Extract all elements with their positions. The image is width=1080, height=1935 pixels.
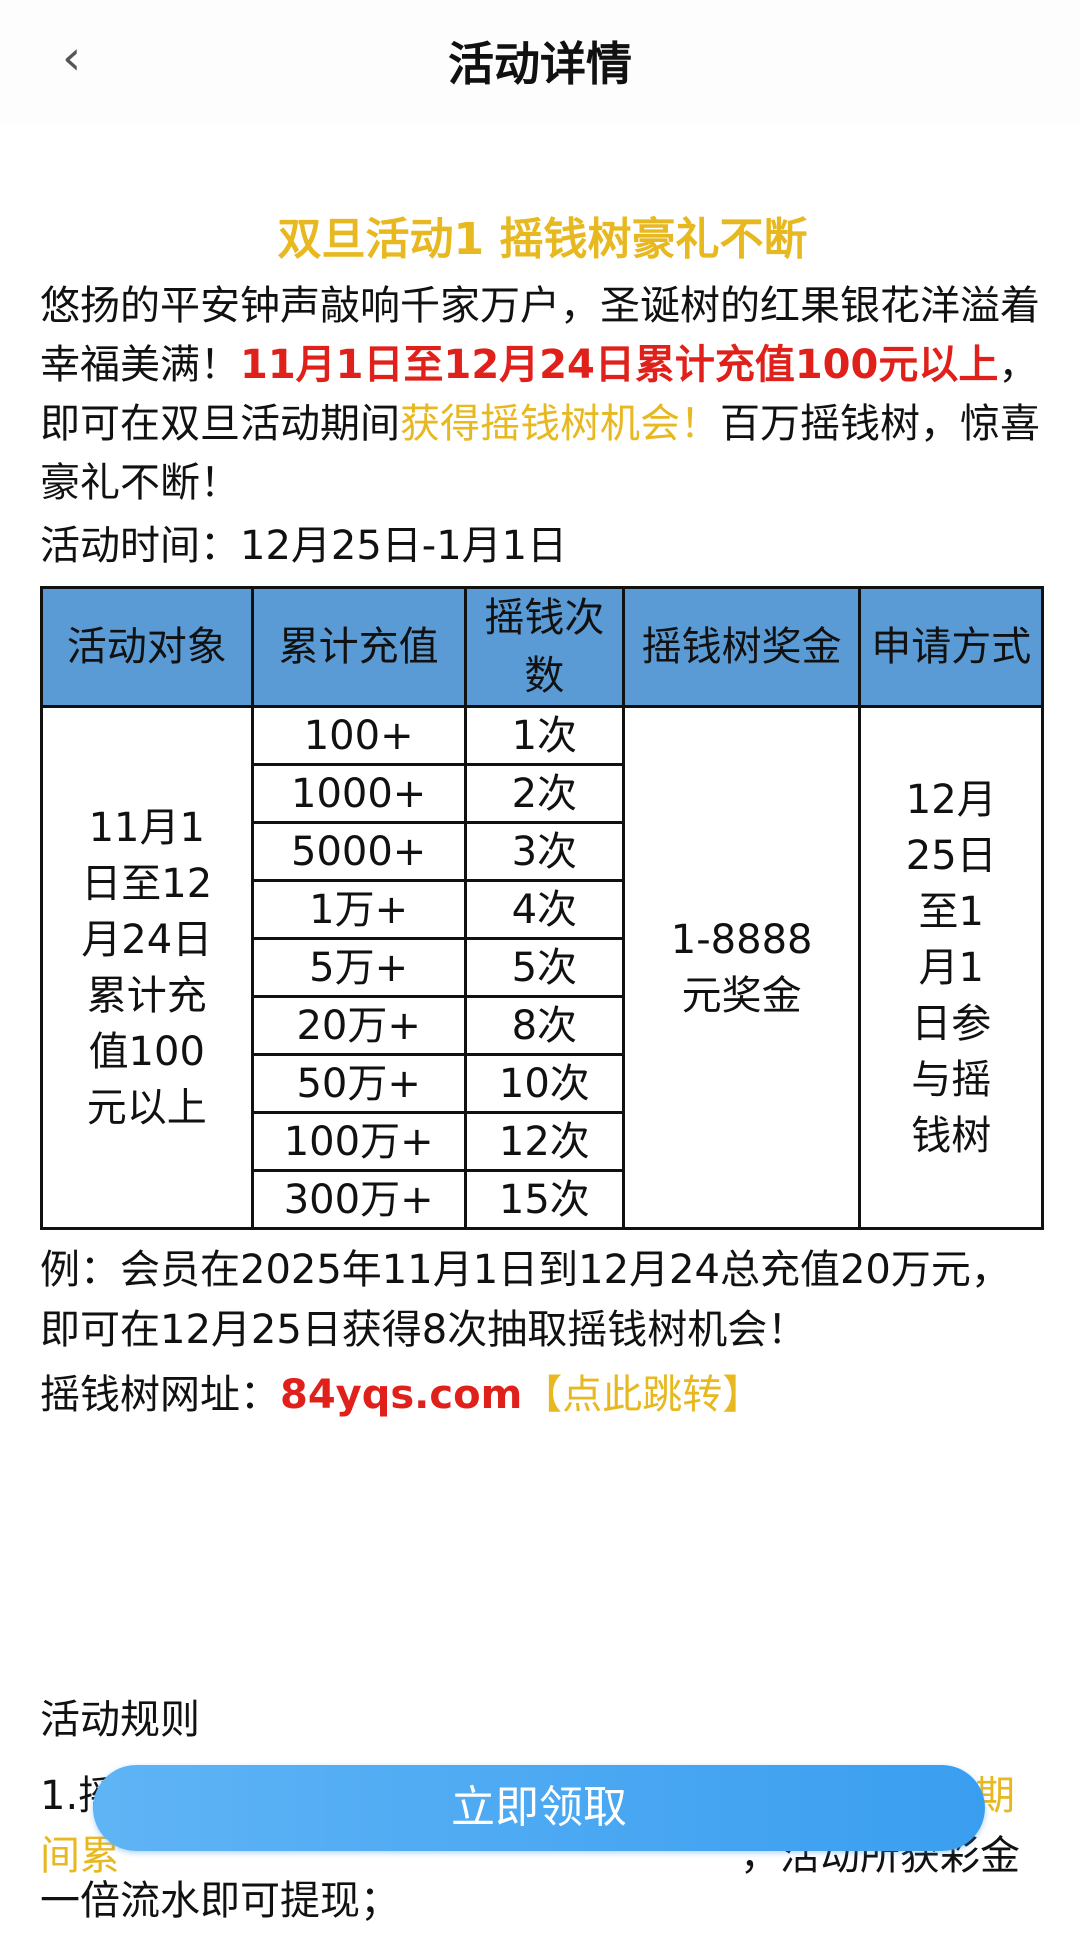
url-label: 摇钱树网址：	[40, 1372, 280, 1418]
spins-cell: 4次	[463, 879, 625, 940]
spins-cell: 3次	[463, 821, 625, 882]
spins-cell: 8次	[463, 995, 625, 1056]
recharge-cell: 300万+	[250, 1169, 467, 1230]
method-cell: 12月25日至1月1日参与摇钱树	[858, 705, 1044, 1230]
recharge-cell: 100+	[250, 705, 467, 766]
jump-link[interactable]: 【点此跳转】	[522, 1372, 763, 1418]
col-header: 摇钱次数	[463, 586, 625, 708]
rule-1-line-3: 一倍流水即可提现；	[40, 1878, 400, 1924]
intro-text: 悠扬的平安钟声敲响千家万户，圣诞树的红果银花洋溢着幸福美满！	[40, 283, 1040, 388]
table-row: 1万+ 4次	[42, 879, 1043, 940]
intro-highlight-red: 11月1日至12月24日累计充值100元以上	[240, 342, 999, 388]
table-row: 5万+ 5次	[42, 937, 1043, 998]
table-row: 20万+ 8次	[42, 995, 1043, 1056]
table-row: 50万+ 10次	[42, 1053, 1043, 1114]
intro-text: 百万摇钱树，惊喜豪礼不断！	[40, 401, 1040, 506]
header-bar: ‹ 活动详情	[0, 0, 1080, 124]
col-header: 申请方式	[858, 586, 1044, 708]
intro-paragraph: 悠扬的平安钟声敲响千家万户，圣诞树的红果银花洋溢着幸福美满！11月1日至12月2…	[40, 277, 1045, 513]
table-row: 1000+ 2次	[42, 763, 1043, 824]
rule-text: 间累	[40, 1833, 120, 1879]
col-header: 累计充值	[250, 586, 467, 708]
table-row: 11月1日至12月24日累计充值100元以上 100+ 1次 1-8888元奖金 12月…	[40, 705, 1044, 1230]
rules-title: 活动规则	[40, 1697, 200, 1743]
claim-now-button[interactable]: 立即领取	[93, 1765, 985, 1851]
recharge-cell: 100万+	[250, 1111, 467, 1172]
activity-heading: 双旦活动1 摇钱树豪礼不断	[277, 214, 808, 265]
reward-table: 活动对象 累计充值 摇钱次数 摇钱树奖金 申请方式 11月1日至12月24日累计…	[40, 586, 1044, 1230]
table-row: 300万+ 15次	[42, 1169, 1043, 1230]
spins-cell: 15次	[463, 1169, 625, 1230]
prize-cell: 1-8888元奖金	[621, 705, 862, 1230]
recharge-cell: 50万+	[250, 1053, 467, 1114]
table-row: 100万+ 12次	[42, 1111, 1043, 1172]
recharge-cell: 1万+	[250, 879, 467, 940]
spins-cell: 12次	[463, 1111, 625, 1172]
recharge-cell: 5000+	[250, 821, 467, 882]
activity-time: 活动时间：12月25日-1月1日	[40, 523, 568, 569]
url-domain[interactable]: 84yqs.com	[280, 1372, 523, 1418]
recharge-cell: 20万+	[250, 995, 467, 1056]
spins-cell: 5次	[463, 937, 625, 998]
activity-content: 双旦活动1 摇钱树豪礼不断 悠扬的平安钟声敲响千家万户，圣诞树的红果银花洋溢着幸…	[40, 205, 1045, 1425]
chevron-left-icon[interactable]: ‹	[62, 30, 82, 86]
col-header: 摇钱树奖金	[621, 586, 862, 708]
col-header: 活动对象	[40, 586, 254, 708]
table-row: 5000+ 3次	[42, 821, 1043, 882]
target-cell: 11月1日至12月24日累计充值100元以上	[40, 705, 254, 1230]
spins-cell: 2次	[463, 763, 625, 824]
url-line: 摇钱树网址：84yqs.com【点此跳转】	[40, 1366, 1045, 1425]
recharge-cell: 5万+	[250, 937, 467, 998]
recharge-cell: 1000+	[250, 763, 467, 824]
spins-cell: 10次	[463, 1053, 625, 1114]
intro-text: ，即可在双旦活动期间	[40, 342, 1039, 447]
intro-highlight-yellow: 获得摇钱树机会！	[400, 401, 720, 447]
spins-cell: 1次	[463, 705, 625, 766]
rule-1-line-2: 间累 ，活动所获彩金	[40, 1826, 1045, 1886]
page-title: 活动详情	[448, 37, 632, 91]
example-text: 例：会员在2025年11月1日到12月24总充值20万元，即可在12月25日获得…	[40, 1247, 1011, 1353]
